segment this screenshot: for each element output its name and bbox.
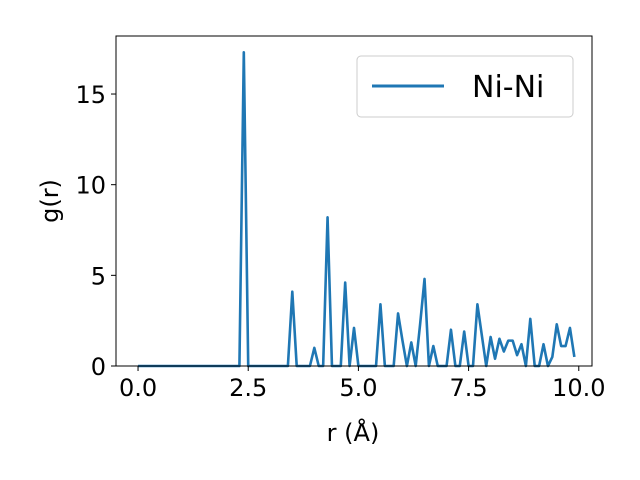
x-tick-label: 10.0 xyxy=(552,374,605,402)
y-tick-label: 5 xyxy=(91,262,106,290)
axes: 0.0 2.5 5.0 7.5 10.0 0 5 10 15 xyxy=(75,35,605,402)
y-tick-label: 0 xyxy=(91,353,106,381)
x-tick-label: 2.5 xyxy=(229,374,267,402)
x-tick-label: 7.5 xyxy=(450,374,488,402)
axes-frame xyxy=(115,35,593,367)
x-tick-label: 5.0 xyxy=(339,374,377,402)
x-axis-label: r (Å) xyxy=(327,418,380,447)
legend-label: Ni-Ni xyxy=(472,70,544,105)
y-axis-label: g(r) xyxy=(36,179,64,223)
y-tick-label: 10 xyxy=(75,172,106,200)
y-tick-label: 15 xyxy=(75,81,106,109)
legend: Ni-Ni xyxy=(356,55,574,118)
legend-box xyxy=(356,55,574,118)
x-tick-label: 0.0 xyxy=(119,374,157,402)
